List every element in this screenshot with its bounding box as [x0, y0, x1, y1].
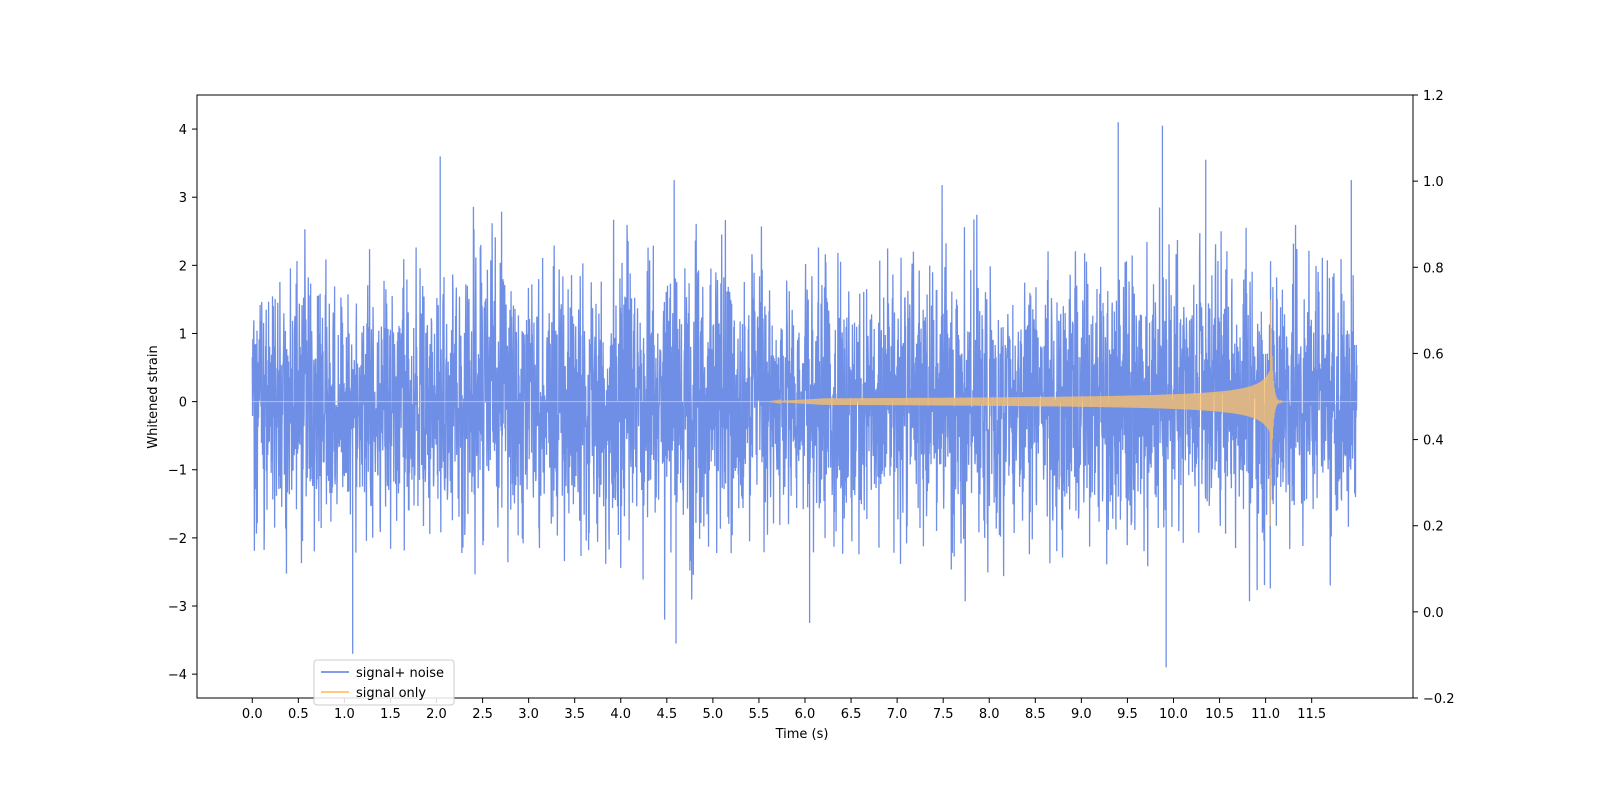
x-tick-label: 10.5: [1205, 707, 1234, 722]
x-axis-ticks: 0.0 0.5 1.0 1.5 2.0 2.5 3.0 3.5 4.0 4.5 5.0 5.5 6.0 6…: [242, 698, 1326, 722]
x-tick-label: 0.0: [242, 707, 263, 722]
x-tick-label: 4.0: [610, 707, 631, 722]
x-tick-label: 6.0: [795, 707, 816, 722]
x-tick-label: 5.0: [703, 707, 724, 722]
x-axis-label: Time (s): [775, 727, 829, 742]
x-tick-label: 7.0: [887, 707, 908, 722]
y2-tick-label: 1.2: [1423, 89, 1444, 104]
y-axis-label: Whitened strain: [146, 345, 161, 448]
y-tick-label: −1: [168, 464, 187, 479]
x-tick-label: 2.0: [426, 707, 447, 722]
y2-tick-label: 0.4: [1423, 434, 1444, 449]
y-tick-label: 4: [179, 123, 187, 138]
series-line-signal-plus-noise: [251, 122, 1358, 668]
series-line-signal-only: [252, 299, 1357, 527]
legend-label-signal-plus-noise: signal+ noise: [356, 666, 444, 681]
x-tick-label: 8.0: [979, 707, 1000, 722]
y-tick-label: −4: [168, 668, 187, 683]
x-tick-label: 5.5: [749, 707, 770, 722]
y-tick-label: 3: [179, 191, 187, 206]
y-tick-label: −3: [168, 600, 187, 615]
y-axis-ticks: 4 3 2 1 0 −1 −2 −3 −4: [168, 123, 197, 683]
y-tick-label: −2: [168, 532, 187, 547]
y2-tick-label: 0.2: [1423, 520, 1444, 535]
plot-area: [251, 122, 1358, 668]
y2-tick-label: −0.2: [1423, 692, 1455, 707]
y2-tick-label: 0.6: [1423, 347, 1444, 362]
x-tick-label: 11.0: [1251, 707, 1280, 722]
y-tick-label: 1: [179, 327, 187, 342]
x-tick-label: 9.0: [1071, 707, 1092, 722]
y2-tick-label: 0.0: [1423, 606, 1444, 621]
x-tick-label: 10.0: [1159, 707, 1188, 722]
x-tick-label: 9.5: [1117, 707, 1138, 722]
y2-tick-label: 1.0: [1423, 175, 1444, 190]
x-tick-label: 1.0: [334, 707, 355, 722]
legend: signal+ noise signal only: [313, 659, 455, 706]
x-tick-label: 3.0: [518, 707, 539, 722]
x-tick-label: 0.5: [288, 707, 309, 722]
x-tick-label: 7.5: [933, 707, 954, 722]
x-tick-label: 6.5: [841, 707, 862, 722]
x-tick-label: 1.5: [380, 707, 401, 722]
x-tick-label: 2.5: [472, 707, 493, 722]
y2-axis-ticks: 1.2 1.0 0.8 0.6 0.4 0.2 0.0 −0.2: [1413, 89, 1455, 707]
x-tick-label: 3.5: [564, 707, 585, 722]
x-tick-label: 8.5: [1025, 707, 1046, 722]
y2-tick-label: 0.8: [1423, 261, 1444, 276]
x-tick-label: 4.5: [656, 707, 677, 722]
legend-label-signal-only: signal only: [356, 686, 426, 701]
y-tick-label: 2: [179, 259, 187, 274]
y-tick-label: 0: [179, 396, 187, 411]
x-tick-label: 11.5: [1297, 707, 1326, 722]
